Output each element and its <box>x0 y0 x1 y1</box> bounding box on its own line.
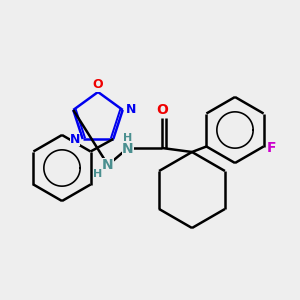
Text: N: N <box>70 133 80 146</box>
Text: F: F <box>267 142 276 155</box>
Text: O: O <box>93 79 103 92</box>
Text: H: H <box>123 133 133 143</box>
Text: O: O <box>156 103 168 117</box>
Text: N: N <box>125 103 136 116</box>
Text: N: N <box>102 158 114 172</box>
Text: N: N <box>122 142 134 156</box>
Text: H: H <box>93 169 103 179</box>
